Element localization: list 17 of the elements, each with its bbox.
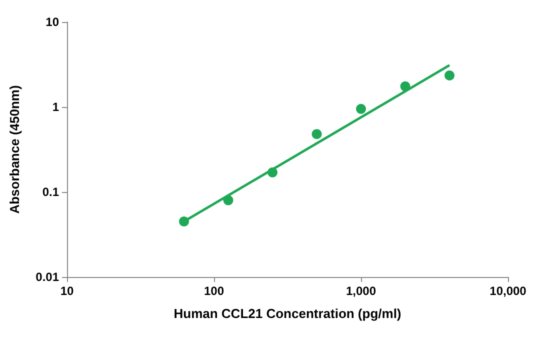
y-tick-label: 10 (46, 15, 60, 29)
point (444, 70, 455, 80)
point (179, 216, 189, 226)
point (312, 129, 322, 140)
y-tick-label: 1 (52, 100, 60, 114)
x-axis-title: Human CCL21 Concentration (pg/ml) (174, 306, 402, 321)
point (400, 81, 410, 92)
point (356, 104, 366, 114)
x-tick-label: 10 (60, 284, 74, 298)
x-tick-label: 1,000 (346, 284, 376, 298)
y-axis-title: Absorbance (450nm) (7, 85, 22, 214)
y-tick-label: 0.1 (42, 185, 60, 199)
x-tick-label: 10,000 (490, 284, 527, 298)
point (268, 167, 278, 178)
y-tick-label: 0.01 (36, 270, 60, 284)
x-tick-label: 100 (204, 284, 224, 298)
point (223, 195, 234, 206)
